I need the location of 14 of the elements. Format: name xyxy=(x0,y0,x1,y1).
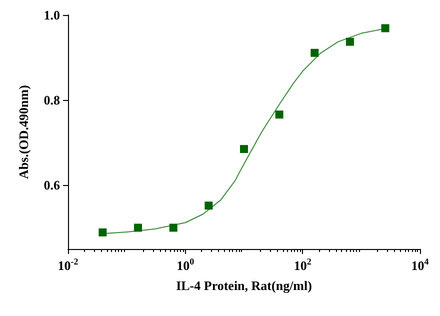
point xyxy=(346,38,354,46)
y-tick-label: 1.0 xyxy=(44,8,60,22)
point xyxy=(310,48,319,57)
y-axis-title: Abs.(OD.490nm) xyxy=(16,85,31,179)
y-tick-label: 0.8 xyxy=(44,92,60,108)
point xyxy=(169,224,178,232)
point xyxy=(240,145,248,154)
point xyxy=(134,224,142,232)
point xyxy=(98,228,107,236)
x-axis-title: IL-4 Protein, Rat(ng/ml) xyxy=(176,278,312,293)
point xyxy=(204,202,213,210)
y-tick-label: 0.6 xyxy=(44,178,60,193)
point xyxy=(381,24,390,32)
point xyxy=(275,110,284,119)
